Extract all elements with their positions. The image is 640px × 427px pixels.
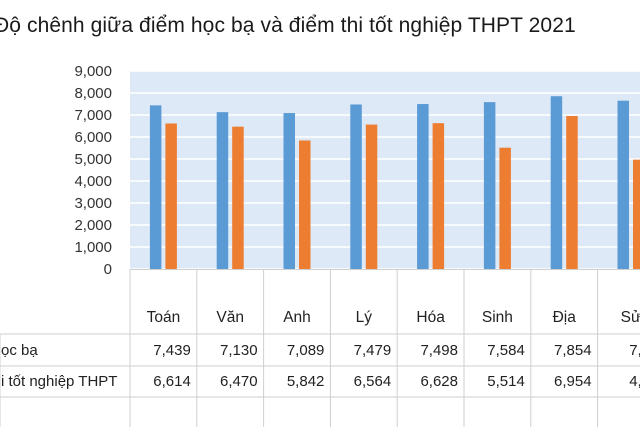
bar <box>566 116 578 270</box>
data-label: 7,584 <box>487 342 525 359</box>
bar <box>299 140 311 269</box>
data-label: 6,564 <box>354 373 392 390</box>
bar <box>499 147 511 269</box>
bar <box>149 105 162 269</box>
y-tick-label: 6,000 <box>74 129 112 146</box>
table-row-label: i tốt nghiệp THPT <box>1 373 117 390</box>
bar <box>432 123 445 270</box>
data-label: 6,628 <box>420 373 458 390</box>
data-label: 6,954 <box>554 373 592 390</box>
y-tick-label: 5,000 <box>74 151 112 168</box>
y-tick-label: 1,000 <box>74 239 112 256</box>
data-label: 7,130 <box>220 342 258 359</box>
x-category-label: Hóa <box>416 309 445 326</box>
data-label: 6,614 <box>153 373 191 390</box>
data-label: 7,439 <box>153 342 191 359</box>
y-tick-label: 0 <box>104 261 112 278</box>
y-tick-label: 8,000 <box>74 85 112 102</box>
x-category-label: Toán <box>147 309 181 326</box>
data-label: 7,65 <box>629 342 640 359</box>
bar <box>483 102 496 269</box>
y-tick-label: 9,000 <box>74 63 112 80</box>
data-label: 4,97 <box>629 373 640 390</box>
x-category-label: Văn <box>216 309 244 326</box>
bar <box>550 96 563 269</box>
y-tick-label: 7,000 <box>74 107 112 124</box>
x-category-label: Anh <box>283 309 311 326</box>
data-label: 5,842 <box>287 373 325 390</box>
data-label: 6,470 <box>220 373 258 390</box>
bar <box>232 126 244 269</box>
x-category-label: Lý <box>356 309 373 326</box>
data-label: 5,514 <box>487 373 525 390</box>
data-label: 7,854 <box>554 342 592 359</box>
data-label: 7,089 <box>287 342 325 359</box>
y-tick-label: 4,000 <box>74 173 112 190</box>
bar <box>283 113 295 270</box>
y-tick-label: 3,000 <box>74 195 112 212</box>
x-category-label: Sử <box>621 309 640 326</box>
data-label: 7,479 <box>354 342 392 359</box>
chart-title: Độ chênh giữa điểm học bạ và điểm thi tố… <box>0 14 576 37</box>
bar <box>633 159 640 269</box>
bar <box>617 100 629 269</box>
y-tick-label: 2,000 <box>74 217 112 234</box>
table-row-label: ọc bạ <box>1 342 38 359</box>
x-category-label: Sinh <box>482 309 513 326</box>
x-category-label: Địa <box>553 309 577 326</box>
bar <box>216 112 229 269</box>
plot-area <box>130 71 640 269</box>
data-label: 7,498 <box>420 342 458 359</box>
bar <box>417 104 429 269</box>
bar <box>165 123 177 269</box>
bar <box>350 104 362 269</box>
bar <box>365 124 378 269</box>
